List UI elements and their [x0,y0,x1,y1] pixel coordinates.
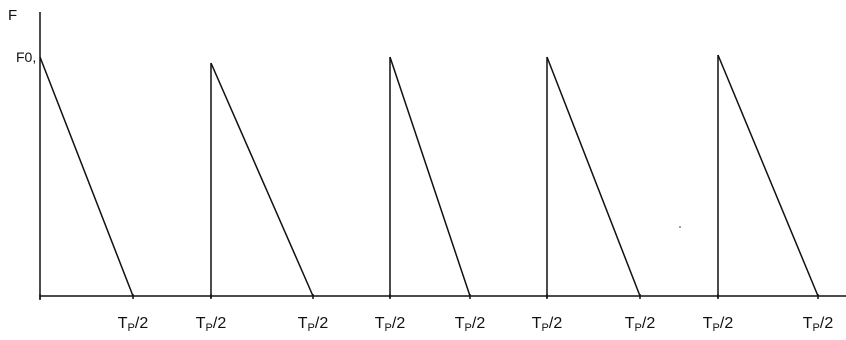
tick-label-group: TP/2 TP/2 TP/2 TP/2 TP/2 TP/2 TP/2 TP/2 TP/2 [118,315,834,334]
pulse-3-end-label: TP/2 [455,315,486,334]
pulse-5-decay [717,54,819,297]
pulse-5-end-label: TP/2 [803,315,834,334]
peak-label: F0, [16,49,36,65]
pulse-4-end-label: TP/2 [625,315,656,334]
y-axis-label: F [8,7,17,24]
pulse-3-decay [389,56,471,297]
pulse-1-end-label: TP/2 [118,315,149,334]
pulse-2-end-label: TP/2 [298,315,329,334]
pulse-2-decay [210,62,314,297]
pulse-4-start-label: TP/2 [532,315,563,334]
pulse-1-decay [39,56,134,297]
pulse-4-decay [546,56,641,297]
stray-mark [679,226,681,228]
pulse-group [39,54,819,299]
pulse-2-start-label: TP/2 [196,315,227,334]
pulse-3-start-label: TP/2 [375,315,406,334]
pulse-5-start-label: TP/2 [703,315,734,334]
